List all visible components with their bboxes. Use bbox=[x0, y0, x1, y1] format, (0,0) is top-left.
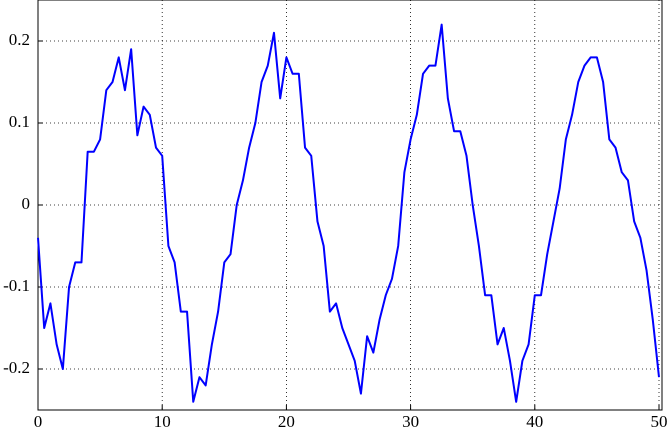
y-tick-label: -0.1 bbox=[3, 276, 30, 295]
y-tick-label: 0 bbox=[22, 194, 31, 213]
x-tick-label: 0 bbox=[34, 412, 43, 431]
y-tick-label: 0.1 bbox=[9, 112, 30, 131]
x-tick-label: 40 bbox=[526, 412, 543, 431]
x-tick-label: 20 bbox=[278, 412, 295, 431]
data-line bbox=[37, 23, 660, 403]
x-tick-label: 50 bbox=[651, 412, 668, 431]
x-tick-label: 10 bbox=[154, 412, 171, 431]
y-tick-label: 0.2 bbox=[9, 30, 30, 49]
y-tick-label: -0.2 bbox=[3, 358, 30, 377]
x-tick-label: 30 bbox=[402, 412, 419, 431]
